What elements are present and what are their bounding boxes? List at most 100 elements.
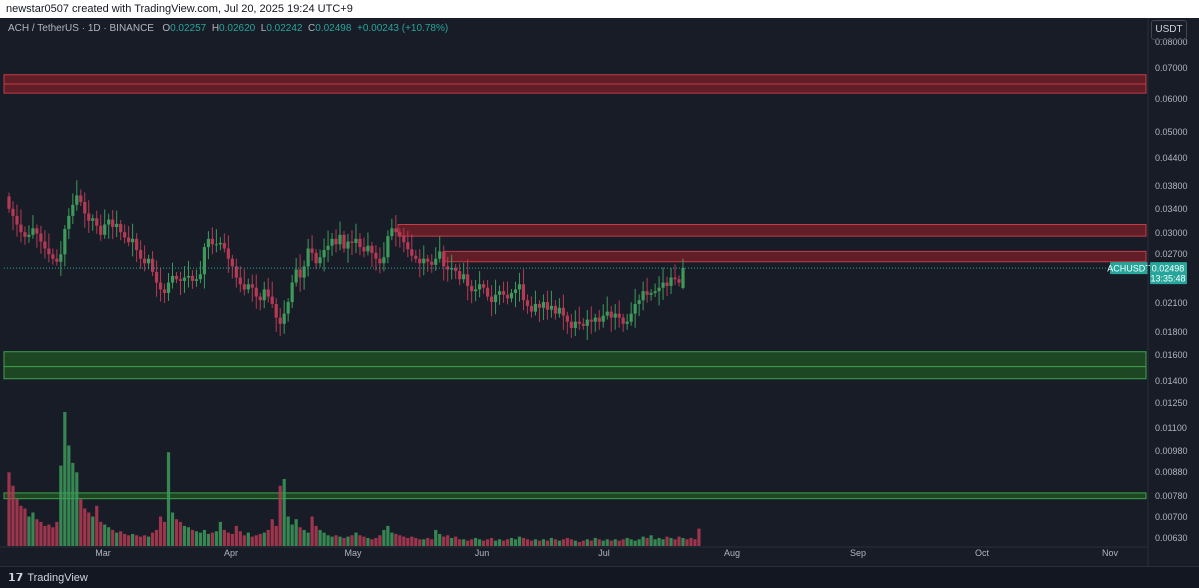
volume-bar bbox=[346, 536, 350, 546]
candle-body bbox=[67, 215, 71, 229]
volume-bar bbox=[186, 527, 191, 546]
candle-body bbox=[194, 279, 199, 281]
open-label: O bbox=[162, 23, 171, 34]
volume-bar bbox=[322, 532, 326, 546]
volume-bar bbox=[350, 535, 354, 546]
candle-body bbox=[39, 233, 43, 242]
price-tick-label: 0.00880 bbox=[1155, 467, 1188, 477]
candle-body bbox=[609, 311, 613, 318]
volume-bar bbox=[597, 539, 601, 546]
zone-resistance-1 bbox=[397, 224, 1147, 237]
volume-bar bbox=[146, 536, 151, 546]
volume-bar bbox=[202, 529, 207, 546]
candle-body bbox=[150, 258, 155, 272]
volume-bar bbox=[111, 529, 115, 546]
price-tick-label: 0.00980 bbox=[1155, 446, 1188, 456]
volume-bar bbox=[537, 540, 542, 546]
candle-body bbox=[27, 234, 31, 237]
candle-body bbox=[597, 317, 601, 322]
candle-body bbox=[521, 284, 526, 301]
volume-bar bbox=[505, 539, 510, 546]
candle-body bbox=[517, 284, 522, 290]
candle-body bbox=[222, 242, 226, 249]
candle-body bbox=[119, 223, 123, 233]
volume-bar bbox=[302, 529, 306, 546]
symbol-legend: ACH / TetherUS · 1D · BINANCE O0.02257 H… bbox=[8, 23, 448, 34]
candle-body bbox=[501, 291, 506, 295]
volume-bar bbox=[222, 529, 226, 546]
candle-body bbox=[131, 238, 135, 243]
volume-bar bbox=[601, 540, 605, 546]
volume-bar bbox=[318, 529, 322, 546]
chart-frame[interactable] bbox=[0, 18, 1199, 566]
candle-body bbox=[166, 282, 171, 293]
open-value: 0.02257 bbox=[170, 23, 207, 34]
candle-body bbox=[254, 287, 258, 297]
candle-body bbox=[661, 282, 665, 288]
candle-body bbox=[533, 303, 538, 312]
candle-body bbox=[362, 247, 366, 252]
volume-bar bbox=[517, 536, 522, 546]
volume-bar bbox=[386, 525, 390, 546]
volume-bar bbox=[135, 535, 139, 546]
volume-bar bbox=[107, 527, 111, 546]
candle-body bbox=[103, 224, 107, 235]
volume-bar bbox=[234, 525, 238, 546]
candle-body bbox=[158, 282, 163, 290]
volume-bar bbox=[406, 537, 410, 546]
candle-body bbox=[250, 284, 254, 288]
volume-bar bbox=[557, 540, 561, 546]
volume-bar bbox=[489, 537, 494, 546]
volume-bar bbox=[198, 532, 203, 546]
candle-body bbox=[625, 321, 629, 324]
volume-bar bbox=[334, 535, 338, 546]
price-tick-label: 0.01400 bbox=[1155, 376, 1188, 386]
candle-body bbox=[549, 305, 553, 310]
currency-unit-button[interactable]: USDT bbox=[1151, 20, 1187, 40]
tradingview-brand[interactable]: 𝟭𝟳 TradingView bbox=[8, 571, 88, 585]
volume-bar bbox=[87, 512, 91, 546]
volume-bar bbox=[661, 539, 665, 546]
candle-body bbox=[497, 291, 502, 295]
volume-bar bbox=[681, 537, 685, 546]
high-value: 0.02620 bbox=[219, 23, 256, 34]
candle-body bbox=[91, 218, 95, 221]
price-tick-label: 0.01600 bbox=[1155, 350, 1188, 360]
candle-body bbox=[557, 307, 561, 314]
time-tick-label: May bbox=[344, 548, 362, 558]
candle-body bbox=[186, 275, 191, 278]
volume-bar bbox=[493, 540, 498, 546]
volume-bar bbox=[645, 537, 649, 546]
volume-bar bbox=[573, 540, 577, 546]
price-tick-label: 0.01100 bbox=[1155, 423, 1187, 433]
volume-bar bbox=[609, 540, 613, 546]
volume-bar bbox=[59, 465, 63, 546]
volume-bar bbox=[31, 512, 35, 546]
volume-bar bbox=[182, 525, 187, 546]
candle-body bbox=[198, 274, 203, 280]
volume-bar bbox=[210, 532, 214, 546]
time-tick-label: Jul bbox=[598, 548, 610, 558]
volume-bar bbox=[123, 533, 127, 546]
candle-body bbox=[258, 296, 262, 301]
volume-bar bbox=[446, 535, 450, 546]
candle-body bbox=[47, 248, 51, 255]
volume-bar bbox=[306, 532, 310, 546]
candle-body bbox=[154, 271, 159, 283]
candle-body bbox=[430, 261, 434, 265]
candle-body bbox=[274, 303, 278, 318]
volume-bar bbox=[689, 537, 693, 546]
candle-body bbox=[63, 228, 67, 255]
volume-bar bbox=[414, 537, 418, 546]
candle-body bbox=[242, 284, 246, 290]
volume-bar bbox=[501, 540, 506, 546]
volume-bar bbox=[119, 531, 123, 546]
candle-body bbox=[115, 223, 119, 228]
candle-body bbox=[31, 228, 35, 235]
symbol-tag-bg bbox=[1110, 262, 1148, 275]
volume-bar bbox=[142, 535, 147, 546]
volume-bar bbox=[442, 536, 446, 546]
candle-body bbox=[286, 302, 290, 314]
